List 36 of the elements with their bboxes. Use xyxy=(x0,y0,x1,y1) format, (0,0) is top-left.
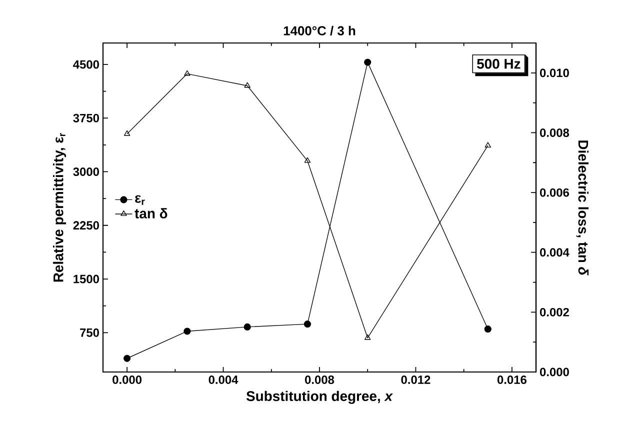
point xyxy=(244,82,250,88)
x-tick-label: 0.004 xyxy=(208,376,238,384)
y2-axis-title: Dielectric loss, tan δ xyxy=(576,140,589,276)
y-tick-label: 4500 xyxy=(73,60,99,69)
point xyxy=(184,70,190,76)
y-tick-label: 1500 xyxy=(74,274,99,284)
y-tick-label: 3750 xyxy=(73,114,99,122)
point xyxy=(184,328,191,335)
y2-tick-label: 0.010 xyxy=(540,68,569,78)
legend-label: ε$_{r}$ xyxy=(135,195,145,205)
x-tick-label: 0.000 xyxy=(112,376,142,384)
point xyxy=(244,323,251,330)
y2-tick-label: 0.000 xyxy=(540,368,569,376)
chart-title: 1400°C / 3 h xyxy=(284,26,356,36)
x-axis-title: Substitution degree, x xyxy=(246,390,393,404)
y2-tick-label: 0.006 xyxy=(540,188,570,197)
x-tick-label: 0.008 xyxy=(305,376,334,384)
y2-tick-label: 0.002 xyxy=(540,308,569,316)
legend-label: tan δ xyxy=(134,208,168,218)
x-tick-label: 0.016 xyxy=(497,376,526,384)
point xyxy=(124,354,131,362)
annotation: 500 Hz xyxy=(477,58,520,69)
point xyxy=(484,326,492,333)
point xyxy=(364,334,371,340)
x-tick-label: 0.012 xyxy=(401,376,430,384)
point xyxy=(124,130,130,136)
y-tick-label: 2250 xyxy=(73,221,99,230)
point xyxy=(484,142,491,148)
point xyxy=(304,320,312,328)
y2-tick-label: 0.008 xyxy=(540,128,570,137)
y-axis-title: Relative permittivity, ε$_{r}$ xyxy=(53,133,66,282)
y2-tick-label: 0.004 xyxy=(540,248,570,257)
y-tick-label: 750 xyxy=(80,328,99,337)
point xyxy=(304,157,311,163)
y-tick-label: 3000 xyxy=(73,168,99,176)
point xyxy=(364,58,372,66)
